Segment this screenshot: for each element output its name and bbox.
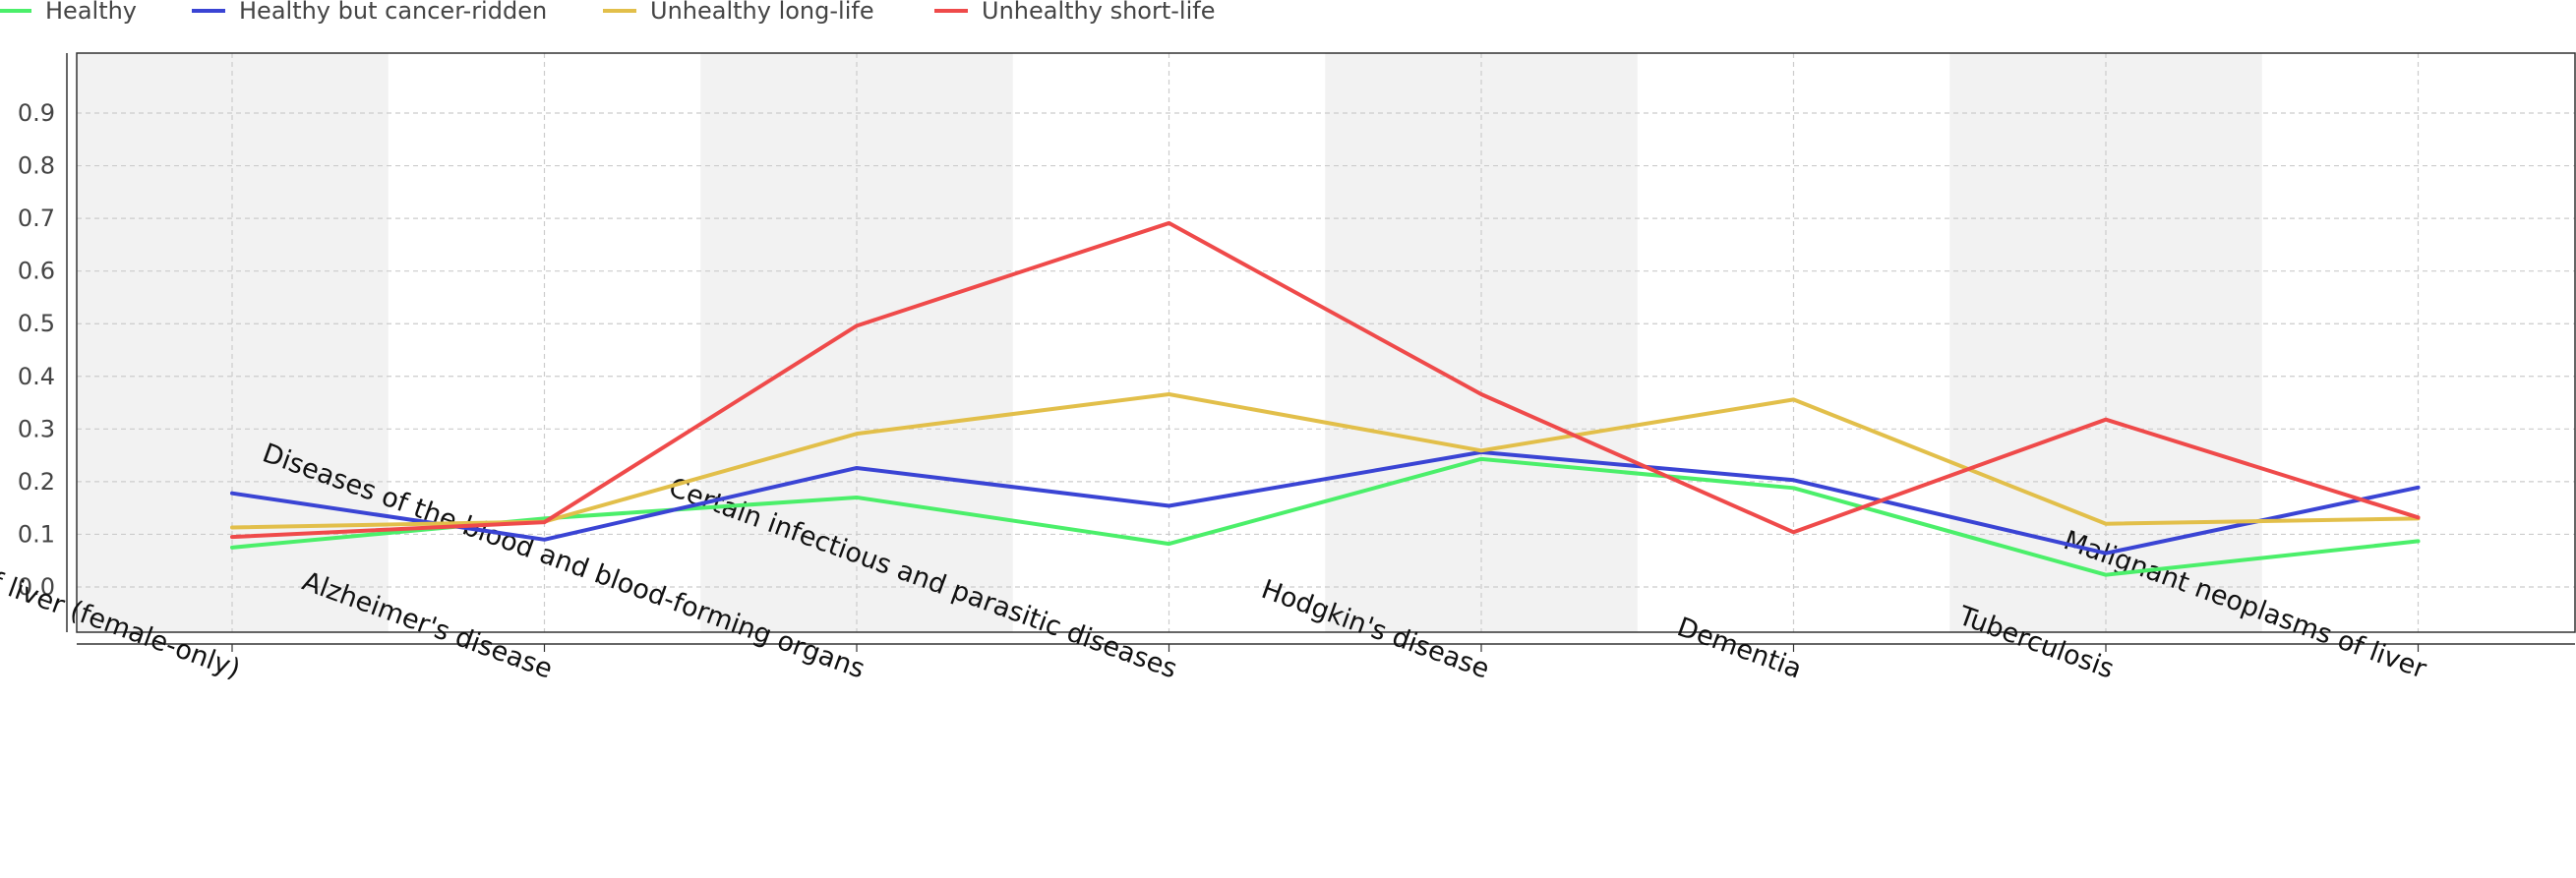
- y-tick-label: 0.1: [18, 520, 55, 548]
- plot-frame: [76, 52, 2576, 633]
- alternating-column-bands: [77, 53, 2262, 632]
- series-line: [230, 456, 2421, 577]
- column-band: [77, 53, 389, 632]
- series-line: [230, 449, 2421, 556]
- y-tick-label: 0.9: [18, 99, 55, 127]
- y-tick-label: 0.6: [18, 258, 55, 285]
- legend: Healthy Healthy but cancer-ridden Unhealth…: [0, 0, 1215, 25]
- series-line: [230, 220, 2421, 540]
- y-tick-label: 0.5: [18, 310, 55, 337]
- series-line: [230, 391, 2421, 530]
- y-tick-label: 0.2: [18, 468, 55, 496]
- horizontal-gridlines: [77, 112, 2575, 588]
- y-tick-label: 0.8: [18, 152, 55, 180]
- legend-label: Unhealthy short-life: [982, 0, 1215, 25]
- series-lines: [230, 220, 2421, 577]
- legend-label: Healthy: [45, 0, 137, 25]
- y-tick-label: 0.0: [18, 573, 55, 601]
- x-tick-label: Dementia: [1673, 612, 1806, 684]
- y-tick-labels: 0.0 0.1 0.2 0.3 0.4 0.5 0.6 0.7 0.8 0.9: [18, 99, 55, 601]
- y-tick-label: 0.3: [18, 415, 55, 442]
- y-tick-label: 0.7: [18, 205, 55, 232]
- legend-label: Unhealthy long-life: [650, 0, 874, 25]
- column-band: [1325, 53, 1638, 632]
- y-tick-label: 0.4: [18, 363, 55, 390]
- legend-label: Healthy but cancer-ridden: [239, 0, 547, 25]
